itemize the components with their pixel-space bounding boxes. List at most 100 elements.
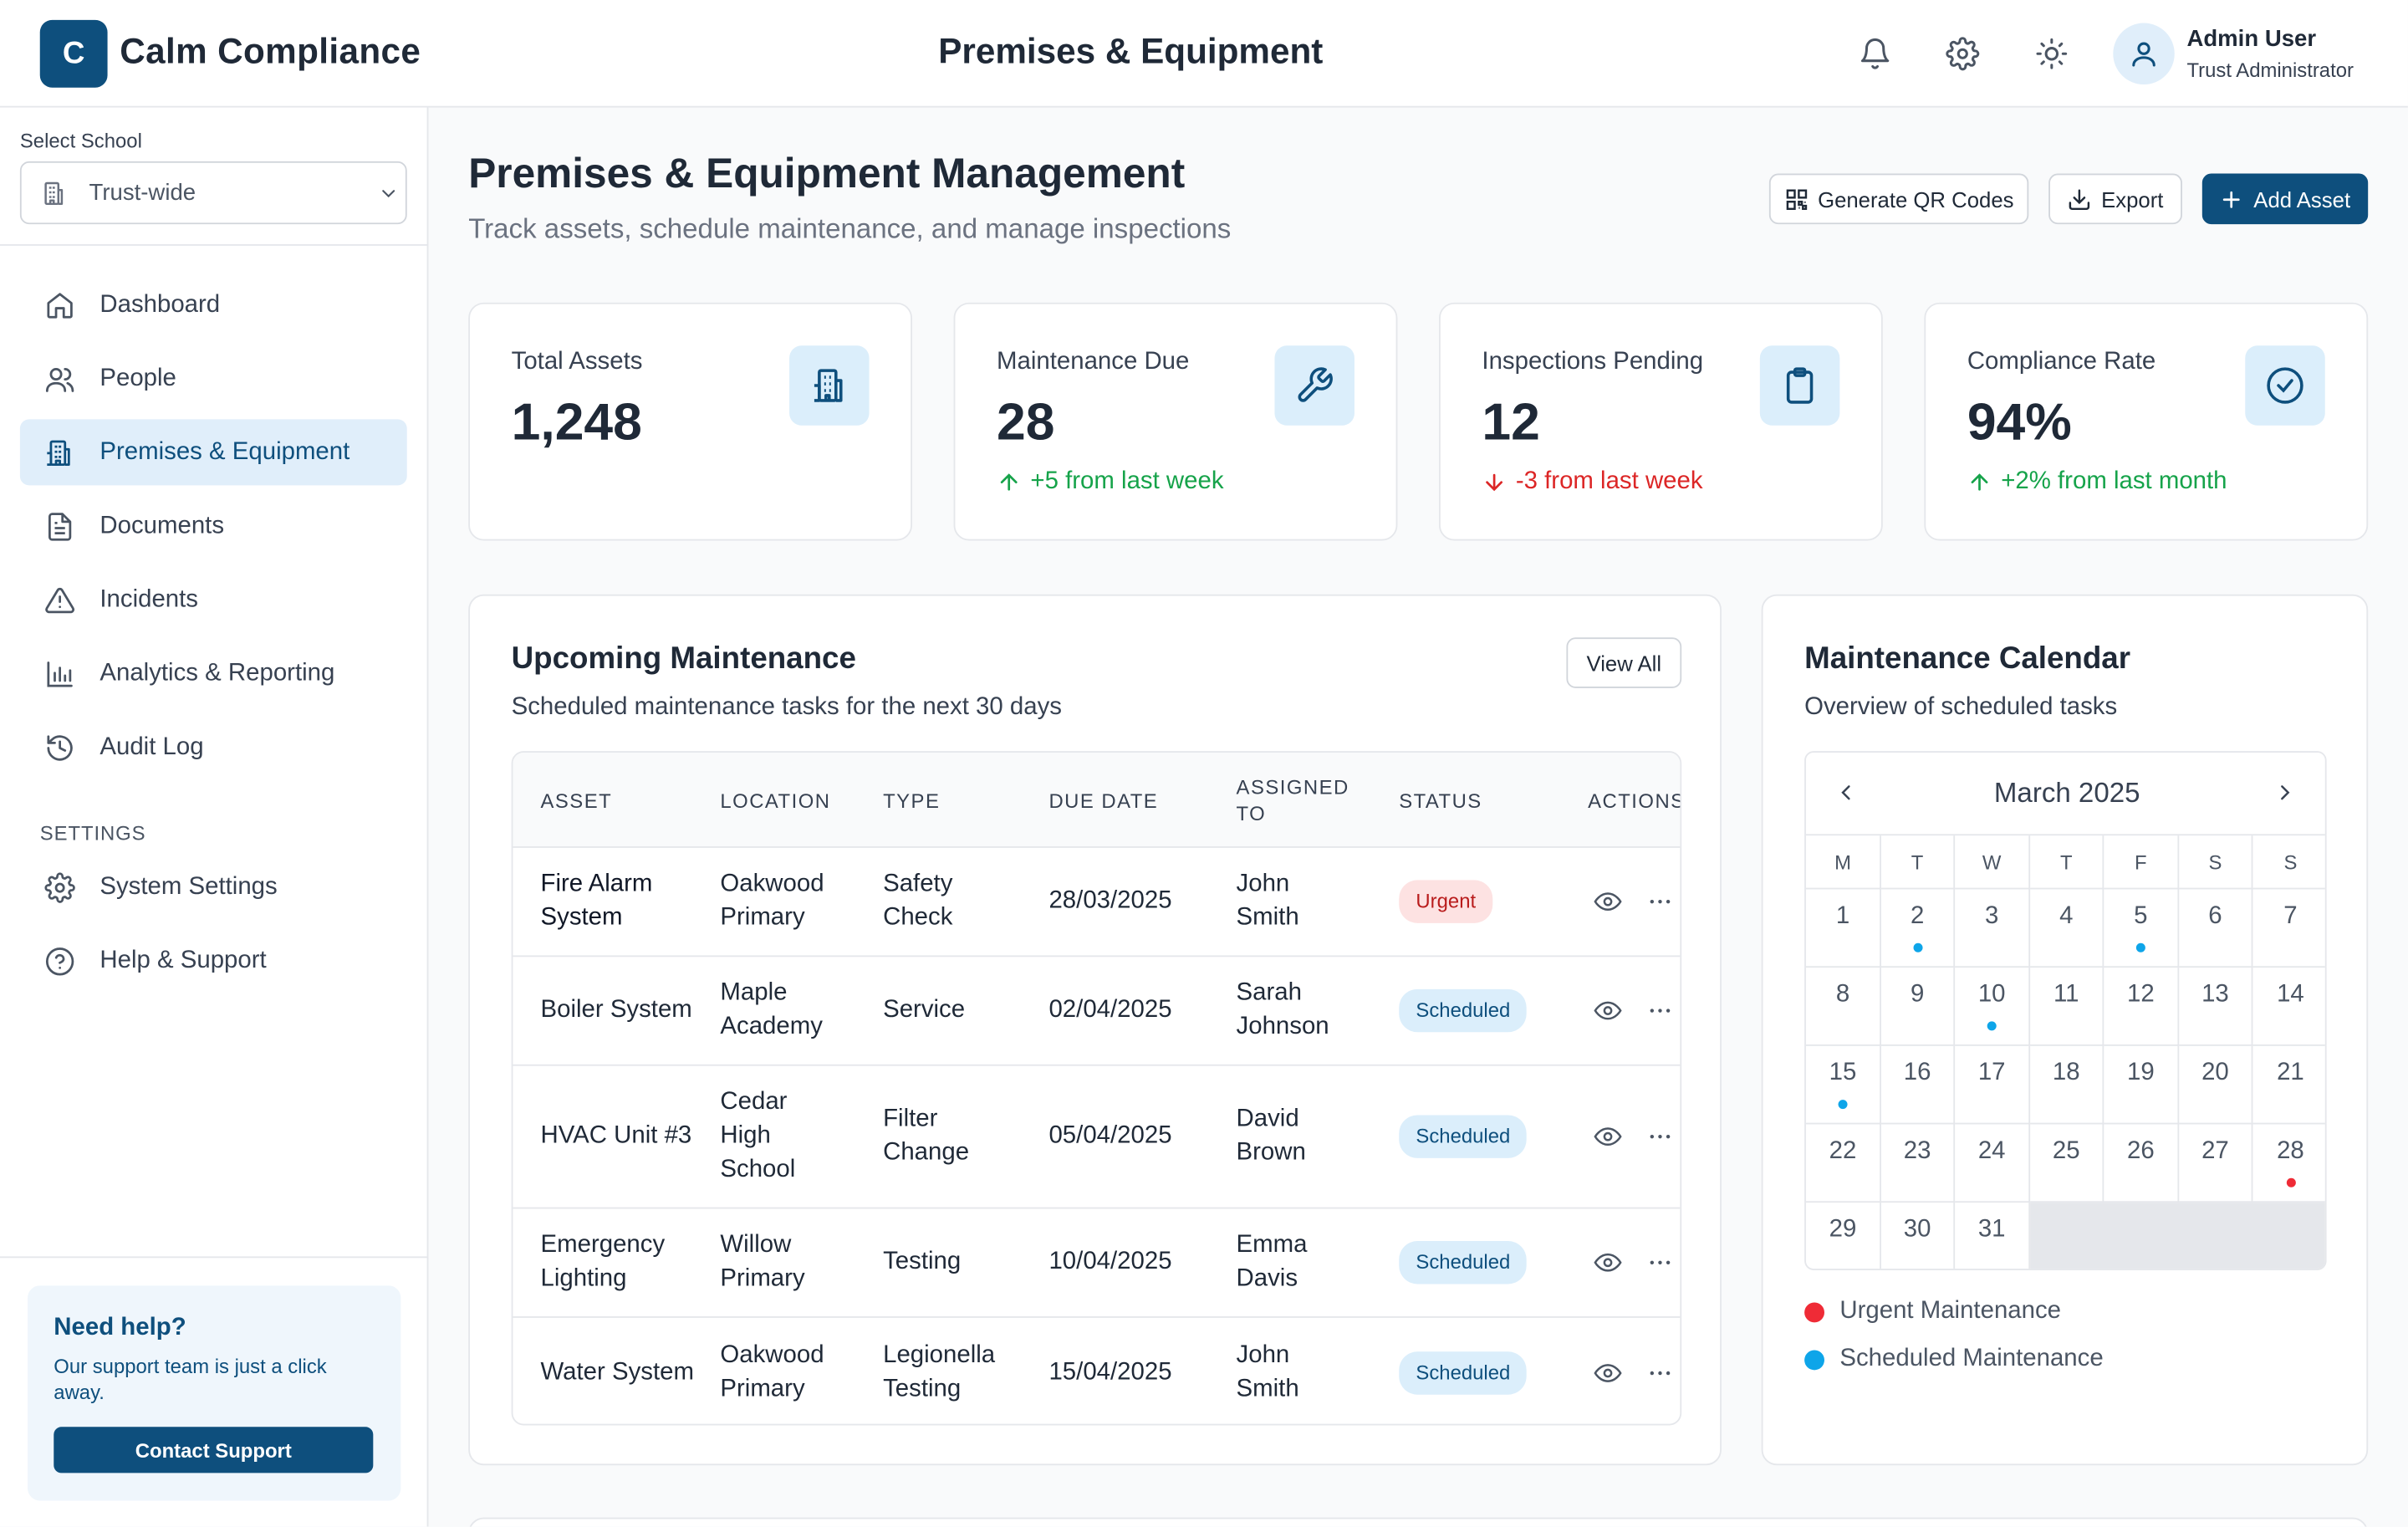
sidebar-item-audit-log[interactable]: Audit Log	[20, 714, 407, 780]
avatar[interactable]	[2113, 23, 2175, 85]
add-asset-button[interactable]: Add Asset	[2201, 173, 2369, 225]
more-horizontal-icon[interactable]	[1646, 997, 1674, 1024]
calendar-day[interactable]: 9	[1880, 968, 1956, 1046]
sidebar-item-system-settings[interactable]: System Settings	[20, 854, 407, 920]
calendar-day[interactable]: 7	[2252, 889, 2325, 968]
arrow-up-icon	[1967, 470, 1992, 494]
calendar-day[interactable]: 1	[1805, 889, 1881, 968]
sidebar-item-analytics[interactable]: Analytics & Reporting	[20, 641, 407, 707]
calendar-day[interactable]: 5	[2104, 889, 2180, 968]
sidebar-item-dashboard[interactable]: Dashboard	[20, 272, 407, 338]
calendar-day[interactable]: 13	[2179, 968, 2253, 1046]
calendar-day[interactable]: 27	[2179, 1124, 2253, 1203]
app-logo[interactable]: C	[39, 19, 108, 88]
help-text: Our support team is just a click away.	[54, 1354, 327, 1404]
calendar-day[interactable]: 11	[2030, 968, 2104, 1046]
sidebar-item-incidents[interactable]: Incidents	[20, 567, 407, 633]
cell-type: Filter Change	[883, 1106, 970, 1167]
column-header-location: LOCATION	[720, 789, 831, 812]
table-row: HVAC Unit #3 Cedar High School Filter Ch…	[513, 1066, 1681, 1209]
cell-asset[interactable]: Water System	[540, 1358, 694, 1385]
calendar-weekday: F	[2104, 835, 2180, 890]
calendar-day[interactable]: 30	[1881, 1203, 1956, 1269]
calendar-day[interactable]: 20	[2179, 1045, 2253, 1125]
calendar-day[interactable]: 22	[1805, 1124, 1881, 1203]
eye-icon[interactable]	[1594, 1123, 1622, 1151]
cell-assigned: David Brown	[1236, 1106, 1306, 1167]
sidebar-item-documents[interactable]: Documents	[20, 493, 407, 559]
more-horizontal-icon[interactable]	[1646, 1123, 1674, 1151]
calendar-day-number: 13	[2201, 981, 2229, 1008]
user-name[interactable]: Admin User	[2186, 26, 2317, 53]
table-row: Fire Alarm System Oakwood Primary Safety…	[513, 848, 1681, 958]
school-select[interactable]: Trust-wide	[19, 161, 407, 225]
calendar-day[interactable]: 2	[1880, 889, 1956, 968]
generate-qr-codes-button[interactable]: Generate QR Codes	[1768, 173, 2029, 225]
more-horizontal-icon[interactable]	[1646, 888, 1674, 916]
cell-status: Urgent	[1399, 848, 1493, 956]
sidebar-divider	[0, 244, 429, 246]
cell-asset[interactable]: Fire Alarm System	[540, 871, 653, 932]
calendar-day[interactable]: 31	[1955, 1203, 2031, 1269]
gear-icon[interactable]	[1946, 37, 1980, 71]
column-header-type: TYPE	[883, 789, 941, 812]
cell-due-date: 15/04/2025	[1048, 1358, 1172, 1385]
eye-icon[interactable]	[1594, 997, 1622, 1024]
more-horizontal-icon[interactable]	[1646, 1249, 1674, 1276]
calendar-day-number: 23	[1903, 1137, 1931, 1165]
cell-type: Testing	[883, 1249, 962, 1275]
sidebar-item-help-support[interactable]: Help & Support	[20, 927, 407, 993]
chevron-left-icon[interactable]	[1834, 780, 1858, 804]
calendar-day[interactable]: 4	[2030, 889, 2104, 968]
legend-label: Scheduled Maintenance	[1839, 1345, 2104, 1372]
bell-icon[interactable]	[1858, 37, 1891, 70]
eye-icon[interactable]	[1594, 1249, 1622, 1276]
more-horizontal-icon[interactable]	[1646, 1359, 1674, 1387]
stat-value: 94%	[1967, 393, 2072, 452]
status-badge: Scheduled	[1399, 1351, 1528, 1394]
chevron-right-icon[interactable]	[2273, 780, 2297, 804]
calendar-day-number: 18	[2052, 1060, 2080, 1086]
calendar-day[interactable]: 19	[2104, 1045, 2180, 1125]
calendar-day[interactable]: 10	[1955, 968, 2031, 1046]
eye-icon[interactable]	[1594, 888, 1622, 916]
stat-trend-text: +2% from last month	[2001, 468, 2227, 495]
calendar-day[interactable]: 16	[1880, 1045, 1956, 1125]
export-button[interactable]: Export	[2048, 173, 2182, 225]
calendar-day[interactable]: 8	[1805, 968, 1881, 1046]
cell-asset[interactable]: Emergency Lighting	[540, 1232, 666, 1292]
cell-asset[interactable]: HVAC Unit #3	[540, 1122, 692, 1149]
panel-subtitle: Scheduled maintenance tasks for the next…	[511, 694, 1062, 721]
calendar-day[interactable]: 17	[1955, 1045, 2031, 1125]
cell-status: Scheduled	[1399, 1066, 1528, 1208]
users-icon	[44, 363, 75, 394]
calendar-day[interactable]: 15	[1805, 1045, 1881, 1125]
sidebar-item-people[interactable]: People	[20, 345, 407, 411]
contact-support-button[interactable]: Contact Support	[54, 1427, 374, 1473]
view-all-button[interactable]: View All	[1566, 637, 1682, 688]
stat-label: Maintenance Due	[997, 348, 1190, 375]
calendar-day[interactable]: 14	[2252, 968, 2325, 1046]
column-header-assigned-to: ASSIGNED TO	[1236, 775, 1349, 825]
cell-asset[interactable]: Boiler System	[540, 997, 692, 1024]
button-label: Export	[2101, 186, 2164, 212]
calendar-day[interactable]: 21	[2252, 1046, 2325, 1125]
sidebar-item-premises-equipment[interactable]: Premises & Equipment	[19, 419, 407, 486]
calendar-day[interactable]: 18	[2030, 1045, 2104, 1125]
calendar-day[interactable]: 26	[2104, 1124, 2180, 1203]
calendar-day[interactable]: 3	[1955, 889, 2031, 968]
calendar-day-number: 15	[1829, 1060, 1857, 1086]
calendar-day[interactable]: 6	[2179, 889, 2253, 968]
calendar-day[interactable]: 28	[2252, 1124, 2325, 1203]
calendar-day[interactable]: 29	[1806, 1203, 1881, 1269]
calendar-day[interactable]: 25	[2030, 1124, 2104, 1203]
calendar-day-number: 14	[2277, 981, 2304, 1008]
calendar-day[interactable]: 24	[1955, 1124, 2031, 1203]
stat-card-inspections-pending: Inspections Pending 12 -3 from last week	[1438, 302, 1883, 541]
eye-icon[interactable]	[1594, 1359, 1622, 1387]
calendar-day[interactable]: 12	[2104, 968, 2180, 1046]
home-icon	[44, 289, 75, 320]
table-header	[513, 752, 1681, 848]
sun-icon[interactable]	[2035, 37, 2069, 70]
calendar-day[interactable]: 23	[1880, 1124, 1956, 1203]
